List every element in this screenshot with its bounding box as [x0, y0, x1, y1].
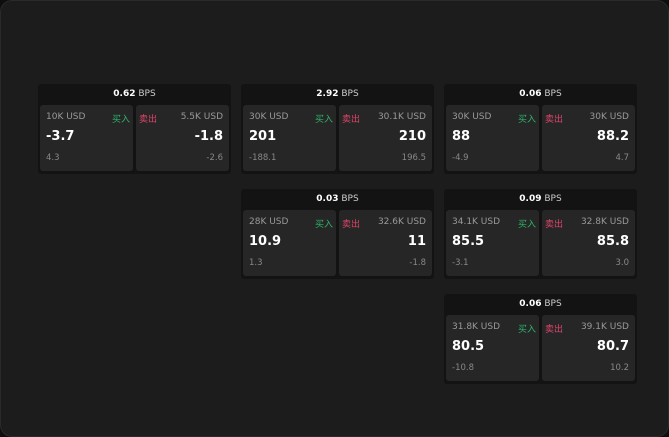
bid-size: 30K USD: [452, 112, 492, 122]
bid-size: 10K USD: [46, 112, 86, 122]
ask-change: -2.6: [206, 153, 223, 163]
buy-label: 买入: [517, 220, 536, 230]
sell-tile[interactable]: 卖出 30.1K USD 210 196.5: [339, 105, 432, 171]
ask-price: 85.8: [596, 234, 629, 249]
spread-unit: BPS: [138, 89, 156, 99]
bid-price: -3.7: [46, 129, 75, 144]
buy-label: 买入: [517, 115, 536, 125]
sell-label: 卖出: [342, 115, 361, 125]
ask-size: 32.6K USD: [377, 217, 426, 227]
bid-change: 1.3: [249, 258, 263, 268]
bid-change: -4.9: [452, 153, 469, 163]
spread-value: 0.62: [113, 89, 136, 99]
buy-label: 买入: [314, 220, 333, 230]
spread-header: 0.06 BPS: [444, 84, 637, 105]
spread-value: 0.06: [519, 299, 542, 309]
sell-tile[interactable]: 卖出 32.8K USD 85.8 3.0: [542, 210, 635, 276]
buy-tile[interactable]: 30K USD 买入 88 -4.9: [446, 105, 539, 171]
ask-price: 80.7: [596, 339, 629, 354]
bid-change: -10.8: [452, 363, 474, 373]
ask-change: 3.0: [615, 258, 629, 268]
spread-value: 0.03: [316, 194, 339, 204]
quote-card: 2.92 BPS 30K USD 买入 201 -188.1 卖出 30.1K …: [241, 84, 434, 174]
ask-price: -1.8: [194, 129, 223, 144]
spread-header: 2.92 BPS: [241, 84, 434, 105]
ask-size: 30.1K USD: [377, 112, 426, 122]
bid-price: 88: [452, 129, 471, 144]
buy-label: 买入: [314, 115, 333, 125]
sell-tile[interactable]: 卖出 32.6K USD 11 -1.8: [339, 210, 432, 276]
bid-size: 34.1K USD: [452, 217, 501, 227]
ask-price: 88.2: [596, 129, 629, 144]
sell-tile[interactable]: 卖出 30K USD 88.2 4.7: [542, 105, 635, 171]
sell-label: 卖出: [139, 115, 158, 125]
buy-tile[interactable]: 28K USD 买入 10.9 1.3: [243, 210, 336, 276]
quote-card: 0.09 BPS 34.1K USD 买入 85.5 -3.1 卖出 32.8K…: [444, 189, 637, 279]
bid-price: 201: [249, 129, 277, 144]
spread-unit: BPS: [544, 89, 562, 99]
quote-card: 0.06 BPS 30K USD 买入 88 -4.9 卖出 30K USD 8…: [444, 84, 637, 174]
bid-price: 85.5: [452, 234, 485, 249]
spread-unit: BPS: [544, 299, 562, 309]
spread-header: 0.03 BPS: [241, 189, 434, 210]
spread-header: 0.09 BPS: [444, 189, 637, 210]
ask-price: 210: [398, 129, 426, 144]
buy-tile[interactable]: 10K USD 买入 -3.7 4.3: [40, 105, 133, 171]
quote-card: 0.03 BPS 28K USD 买入 10.9 1.3 卖出 32.6K US…: [241, 189, 434, 279]
ask-size: 39.1K USD: [580, 322, 629, 332]
buy-tile[interactable]: 30K USD 买入 201 -188.1: [243, 105, 336, 171]
spread-value: 0.09: [519, 194, 542, 204]
spread-unit: BPS: [341, 89, 359, 99]
spread-header: 0.06 BPS: [444, 294, 637, 315]
sell-label: 卖出: [545, 220, 564, 230]
bid-size: 28K USD: [249, 217, 289, 227]
spread-value: 0.06: [519, 89, 542, 99]
spread-header: 0.62 BPS: [38, 84, 231, 105]
ask-change: 10.2: [610, 363, 629, 373]
bid-change: 4.3: [46, 153, 60, 163]
bid-size: 30K USD: [249, 112, 289, 122]
spread-unit: BPS: [544, 194, 562, 204]
ask-change: 4.7: [615, 153, 629, 163]
sell-label: 卖出: [545, 115, 564, 125]
ask-change: 196.5: [401, 153, 426, 163]
bid-price: 80.5: [452, 339, 485, 354]
bid-price: 10.9: [249, 234, 282, 249]
ask-size: 32.8K USD: [580, 217, 629, 227]
sell-label: 卖出: [545, 325, 564, 335]
sell-tile[interactable]: 卖出 39.1K USD 80.7 10.2: [542, 315, 635, 381]
spread-unit: BPS: [341, 194, 359, 204]
quote-card: 0.06 BPS 31.8K USD 买入 80.5 -10.8 卖出 39.1…: [444, 294, 637, 384]
ask-price: 11: [407, 234, 426, 249]
buy-tile[interactable]: 34.1K USD 买入 85.5 -3.1: [446, 210, 539, 276]
buy-tile[interactable]: 31.8K USD 买入 80.5 -10.8: [446, 315, 539, 381]
sell-tile[interactable]: 卖出 5.5K USD -1.8 -2.6: [136, 105, 229, 171]
ask-size: 5.5K USD: [180, 112, 223, 122]
bid-change: -188.1: [249, 153, 277, 163]
quote-card: 0.62 BPS 10K USD 买入 -3.7 4.3 卖出 5.5K USD…: [38, 84, 231, 174]
spread-value: 2.92: [316, 89, 339, 99]
sell-label: 卖出: [342, 220, 361, 230]
bid-size: 31.8K USD: [452, 322, 501, 332]
buy-label: 买入: [111, 115, 130, 125]
ask-size: 30K USD: [589, 112, 629, 122]
buy-label: 买入: [517, 325, 536, 335]
ask-change: -1.8: [409, 258, 426, 268]
bid-change: -3.1: [452, 258, 469, 268]
